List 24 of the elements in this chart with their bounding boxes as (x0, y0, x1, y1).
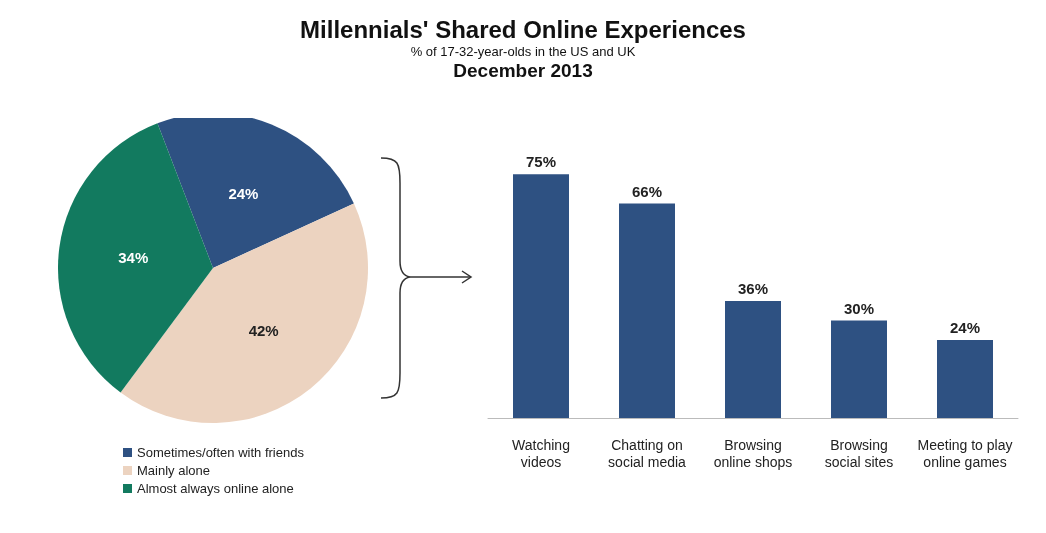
data-label: 24% (949, 319, 981, 336)
bar (937, 340, 993, 418)
data-label: 24% (228, 184, 259, 202)
x-tick-label: Browsing social sites (824, 436, 894, 470)
text: Millennials' Shared Online Experiences (299, 16, 747, 44)
data-label: 42% (248, 322, 279, 340)
bar (619, 203, 675, 418)
legend-label: Almost always online alone (137, 481, 294, 496)
legend-label: Mainly alone (137, 463, 210, 478)
data-label: 66% (631, 182, 663, 200)
data-label: 34% (118, 248, 149, 266)
data-label: 30% (843, 299, 875, 317)
bar (831, 320, 887, 418)
text: December 2013 (452, 59, 594, 83)
bar (725, 301, 781, 418)
data-label: 36% (737, 280, 769, 297)
x-tick-label: Watching videos (512, 436, 570, 470)
text: % of 17-32-year-olds in the US and UK (409, 44, 637, 59)
x-tick-label: Browsing online shops (713, 436, 793, 470)
legend-label: Sometimes/often with friends (137, 445, 305, 460)
bar (513, 174, 569, 418)
x-tick-label: Chatting on social media (608, 436, 687, 470)
x-tick-label: Meeting to play online games (917, 436, 1013, 470)
data-label: 75% (525, 153, 557, 171)
